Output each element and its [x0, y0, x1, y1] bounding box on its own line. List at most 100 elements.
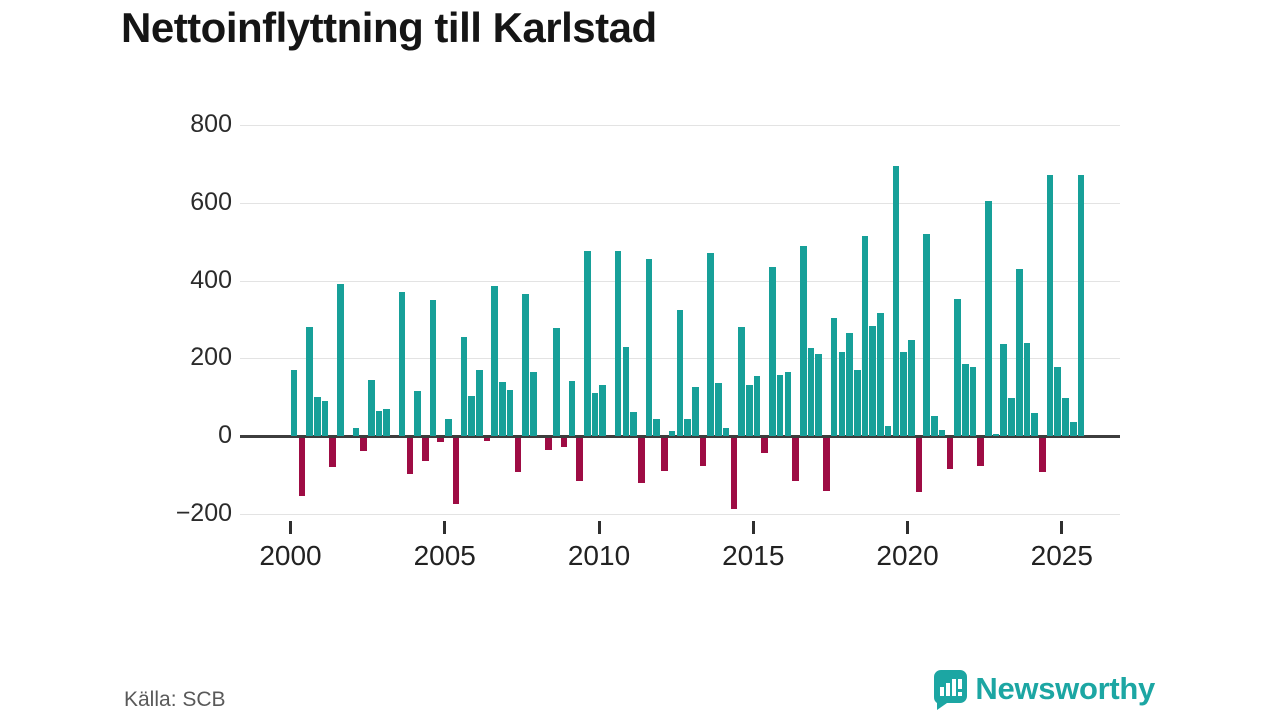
gridline-600 [240, 202, 1120, 204]
bar-2019-Q1 [877, 313, 884, 436]
bar-2009-Q4 [591, 393, 599, 436]
bar-2009-Q3 [583, 251, 591, 436]
bar-2023-Q3 [1015, 269, 1023, 436]
bar-2016-Q2 [792, 437, 799, 481]
bar-2020-Q2 [915, 437, 923, 492]
bar-2014-Q2 [730, 437, 738, 510]
bar-2017-Q4 [838, 352, 846, 436]
y-axis-label-800: 800 [190, 110, 232, 139]
bar-2001-Q2 [329, 437, 337, 467]
bar-2005-Q1 [445, 418, 452, 436]
bar-2008-Q2 [545, 437, 553, 450]
bar-2013-Q1 [691, 387, 699, 436]
bar-2007-Q1 [506, 390, 514, 436]
bar-2021-Q3 [954, 299, 961, 436]
bar-2014-Q3 [738, 327, 745, 436]
bar-2005-Q3 [460, 336, 468, 436]
source-label: Källa: SCB [124, 688, 226, 711]
bar-2008-Q3 [553, 328, 560, 436]
bar-2003-Q1 [383, 408, 391, 436]
x-axis-tick-2020 [906, 521, 910, 534]
x-axis-label-2025: 2025 [1030, 540, 1093, 571]
bar-2012-Q4 [684, 419, 691, 436]
bar-2014-Q1 [722, 427, 730, 436]
x-axis-tick-2015 [751, 521, 755, 534]
newsworthy-logo-icon [931, 668, 968, 710]
x-axis-tick-2010 [597, 521, 601, 534]
bar-2023-Q1 [1000, 343, 1008, 436]
bar-2012-Q2 [668, 430, 676, 436]
bar-2007-Q2 [514, 437, 522, 473]
bar-2021-Q4 [961, 364, 969, 436]
bar-2011-Q2 [637, 437, 645, 484]
bar-2022-Q4 [992, 434, 1000, 436]
newsworthy-logo: Newsworthy [931, 668, 1155, 710]
bar-2022-Q2 [977, 437, 984, 466]
bar-2019-Q2 [884, 425, 892, 436]
bar-2002-Q1 [352, 428, 360, 436]
x-axis-label-2000: 2000 [259, 540, 322, 571]
x-axis-tick-2005 [443, 521, 447, 534]
bar-2003-Q4 [406, 437, 414, 475]
bar-2025-Q2 [1069, 421, 1077, 436]
bar-2017-Q1 [815, 354, 822, 436]
bar-2020-Q1 [907, 340, 915, 436]
bar-2020-Q4 [931, 416, 938, 436]
x-axis-label-2005: 2005 [413, 540, 476, 571]
x-axis-label-2015: 2015 [722, 540, 785, 571]
bar-2001-Q3 [337, 284, 344, 436]
bar-2007-Q4 [530, 371, 537, 436]
bar-2017-Q2 [823, 437, 830, 491]
bar-2006-Q3 [491, 286, 499, 436]
gridline-800 [240, 125, 1120, 127]
bar-2018-Q1 [846, 333, 853, 436]
bar-2006-Q2 [483, 437, 491, 441]
x-axis-label-2010: 2010 [567, 540, 631, 571]
bar-2024-Q2 [1039, 437, 1046, 473]
bar-2006-Q4 [499, 381, 506, 436]
bar-2011-Q3 [645, 259, 653, 436]
newsworthy-logo-text: Newsworthy [975, 671, 1155, 706]
bar-2009-Q2 [576, 437, 583, 481]
bar-2013-Q3 [707, 253, 714, 436]
bar-2004-Q2 [422, 437, 429, 461]
y-axis-label-200: 200 [190, 343, 232, 372]
bar-2015-Q2 [761, 437, 768, 453]
bar-2025-Q3 [1077, 174, 1085, 436]
bar-2012-Q1 [661, 437, 668, 471]
bar-2015-Q1 [753, 375, 761, 436]
bar-2000-Q3 [306, 327, 313, 436]
bar-2013-Q4 [715, 382, 722, 436]
bar-2010-Q3 [614, 251, 622, 436]
bar-2010-Q4 [622, 346, 630, 436]
bar-2022-Q1 [969, 366, 977, 436]
bar-2018-Q4 [869, 326, 876, 436]
bar-2010-Q1 [599, 385, 606, 436]
bar-2004-Q4 [437, 437, 445, 443]
x-axis-tick-2025 [1060, 521, 1064, 534]
bar-2016-Q1 [784, 371, 792, 436]
bar-2007-Q3 [522, 294, 529, 436]
bar-2008-Q4 [560, 437, 568, 447]
bar-2022-Q3 [985, 200, 992, 436]
bar-2004-Q1 [414, 391, 421, 436]
bar-2018-Q2 [853, 369, 861, 436]
bar-2005-Q4 [468, 395, 475, 436]
bar-2004-Q3 [429, 300, 437, 436]
bar-2024-Q3 [1046, 174, 1054, 436]
bar-2021-Q1 [938, 430, 946, 436]
bar-2023-Q4 [1023, 342, 1031, 436]
bar-2002-Q3 [368, 379, 375, 436]
bar-2000-Q1 [290, 369, 298, 436]
y-axis-label-0: 0 [218, 421, 232, 449]
x-axis-tick-2000 [289, 521, 292, 534]
bar-2005-Q2 [452, 437, 460, 504]
y-axis-label-400: 400 [190, 265, 232, 294]
x-axis-label-2020: 2020 [876, 540, 939, 571]
bar-2016-Q4 [807, 347, 815, 436]
chart-title: Nettoinflyttning till Karlstad [121, 4, 657, 51]
bar-2011-Q4 [653, 419, 660, 436]
gridline--200 [240, 513, 1120, 515]
bar-2015-Q3 [769, 267, 776, 436]
